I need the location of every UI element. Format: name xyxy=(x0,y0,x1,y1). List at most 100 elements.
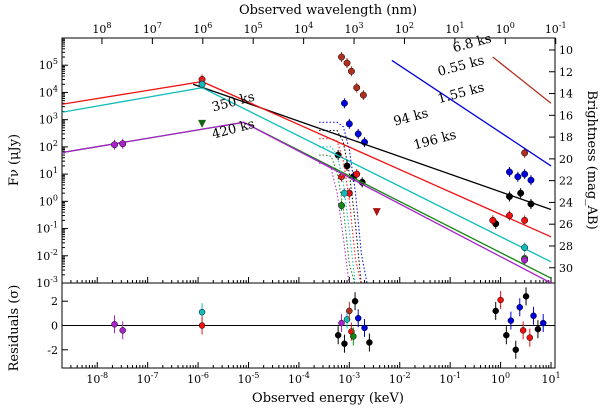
top-tick-label: 105 xyxy=(244,21,263,36)
y-tick-label: 100 xyxy=(39,193,58,208)
x-tick-label: 10-8 xyxy=(86,371,108,386)
right-tick-label: 10 xyxy=(559,44,573,57)
resid-point xyxy=(534,325,542,333)
top-axis-title: Observed wavelength (nm) xyxy=(239,3,417,18)
annotation-label: 1.55 ks xyxy=(436,80,486,107)
data-point xyxy=(521,149,529,157)
right-tick-label: 16 xyxy=(559,109,573,122)
resid-point xyxy=(366,339,373,346)
main-plot-area xyxy=(62,52,552,283)
data-point xyxy=(338,53,345,61)
top-tick-label: 101 xyxy=(445,21,464,36)
data-point xyxy=(354,130,362,138)
data-point xyxy=(338,202,345,210)
x-tick-label: 10-6 xyxy=(187,371,209,386)
resid-point xyxy=(198,308,206,316)
resid-point xyxy=(522,293,530,300)
model-line-6.8-ks xyxy=(492,56,552,104)
resid-point xyxy=(503,331,510,339)
resid-point xyxy=(530,312,537,320)
data-point xyxy=(345,120,353,128)
right-tick-label: 26 xyxy=(559,218,573,231)
resid-point xyxy=(507,317,515,324)
x-tick-label: 10-2 xyxy=(389,371,411,386)
extinction-curve xyxy=(319,138,362,283)
data-point xyxy=(521,256,529,264)
data-point xyxy=(521,216,529,224)
resid-point xyxy=(338,319,345,327)
right-tick-label: 14 xyxy=(559,88,573,101)
extinction-curve xyxy=(319,162,350,283)
model-line-0.55-ks xyxy=(391,59,552,167)
model-line-94-ks xyxy=(62,80,552,238)
resid-point xyxy=(111,321,118,328)
right-axis-title: Brightness (mag_AB) xyxy=(584,90,599,229)
top-tick-label: 107 xyxy=(143,21,162,36)
right-tick-label: 20 xyxy=(559,153,573,166)
y-tick-label: 10-1 xyxy=(36,221,58,236)
data-point xyxy=(489,216,497,224)
resid-point xyxy=(334,331,342,339)
model-line-1.55-ks xyxy=(192,83,552,211)
y-tick-label: 104 xyxy=(39,84,58,99)
left-axis-title-main: Fν (μJy) xyxy=(7,134,22,186)
data-point xyxy=(514,173,522,181)
resid-point xyxy=(539,319,547,327)
y-tick-label: 102 xyxy=(39,139,58,154)
data-point xyxy=(521,244,529,252)
right-tick-label: 12 xyxy=(559,66,573,79)
resid-y-tick-label: 0 xyxy=(51,320,58,333)
y-tick-label: 103 xyxy=(39,112,58,127)
resid-point xyxy=(492,307,499,315)
resid-point xyxy=(351,297,359,305)
data-point xyxy=(527,200,535,208)
resid-point xyxy=(343,316,351,323)
resid-point xyxy=(198,322,206,329)
data-point xyxy=(353,84,361,92)
resid-point xyxy=(341,340,348,347)
annotation-label: 0.55 ks xyxy=(436,53,486,80)
extinction-curve xyxy=(319,130,362,283)
data-point xyxy=(506,168,513,176)
top-tick-label: 100 xyxy=(496,21,515,36)
data-point xyxy=(198,80,206,88)
x-tick-label: 10-1 xyxy=(439,371,461,386)
y-tick-label: 105 xyxy=(39,57,58,72)
top-tick-label: 103 xyxy=(344,21,363,36)
resid-point xyxy=(346,307,353,315)
top-tick-label: 106 xyxy=(193,21,212,36)
left-axis-title-resid: Residuals (σ) xyxy=(7,285,22,372)
right-tick-label: 30 xyxy=(559,262,573,275)
resid-point xyxy=(350,333,357,340)
data-point xyxy=(506,193,513,200)
data-point xyxy=(340,99,348,107)
top-tick-label: 108 xyxy=(92,21,111,36)
y-tick-label: 10-2 xyxy=(36,248,58,263)
data-point xyxy=(506,212,513,220)
top-tick-label: 102 xyxy=(395,21,414,36)
right-tick-label: 22 xyxy=(559,175,573,188)
data-point xyxy=(521,170,529,178)
bottom-axis-title: Observed energy (keV) xyxy=(252,391,404,406)
model-line-196-ks xyxy=(62,87,552,263)
upper-limit-marker xyxy=(372,208,381,217)
right-tick-label: 24 xyxy=(559,196,573,209)
annotation-label: 94 ks xyxy=(392,106,430,130)
y-tick-label: 101 xyxy=(39,166,58,181)
y-tick-label: 10-3 xyxy=(36,275,58,290)
extinction-curve xyxy=(319,121,368,283)
data-point xyxy=(353,170,361,178)
annotation-label: 196 ks xyxy=(412,128,458,154)
data-point xyxy=(111,141,118,149)
resid-point xyxy=(497,296,504,304)
upper-limit-marker xyxy=(198,119,207,128)
top-tick-label: 104 xyxy=(294,21,313,36)
resid-point xyxy=(512,346,520,354)
data-point xyxy=(340,189,348,197)
resid-point xyxy=(361,324,368,332)
data-point xyxy=(347,67,355,75)
data-point xyxy=(517,189,525,197)
resid-point xyxy=(519,327,527,334)
annotation-label: 420 ks xyxy=(210,117,256,143)
